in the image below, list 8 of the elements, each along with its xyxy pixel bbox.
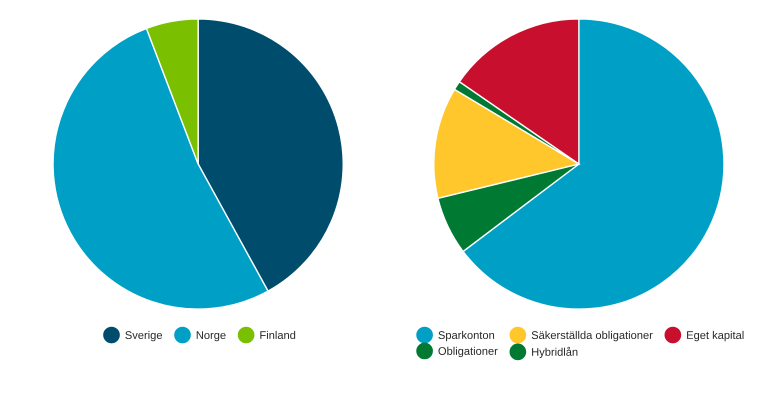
slice-label: Sparkonton — [438, 330, 494, 342]
legend-label: Eget kapital — [687, 330, 744, 342]
legend-label: Säkerställda obligationer — [532, 330, 653, 342]
legend-label: Finland — [260, 330, 296, 340]
legend-label: Obligationer — [438, 346, 498, 358]
legend-label: Hybridlån — [532, 346, 578, 358]
legend-label: Norge — [196, 331, 226, 342]
legend-label: Sverige — [125, 330, 162, 342]
